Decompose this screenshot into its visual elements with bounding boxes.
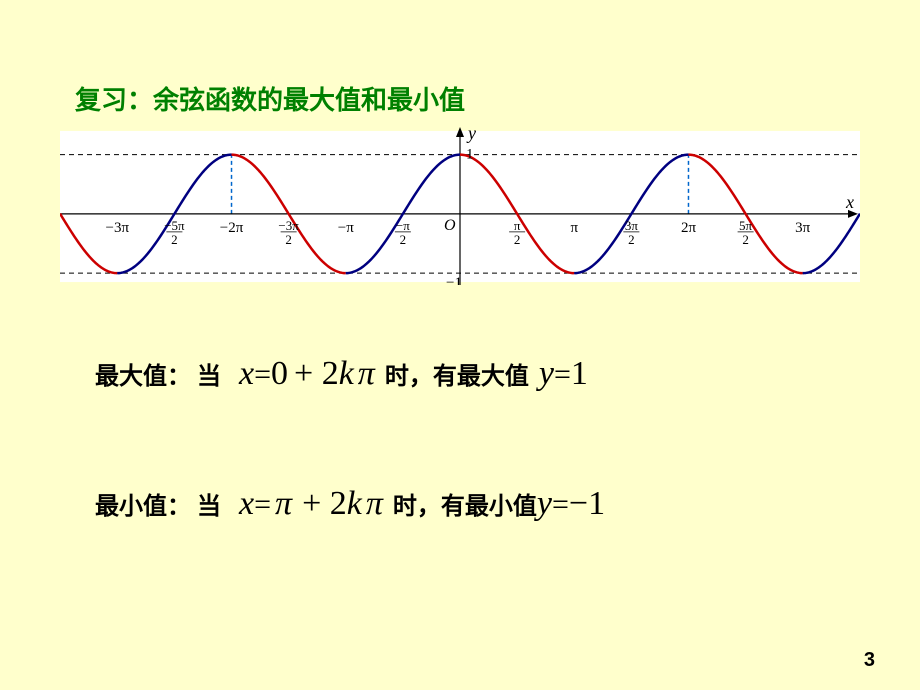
svg-text:π: π <box>570 220 578 236</box>
svg-text:−π: −π <box>396 218 410 233</box>
svg-text:−2π: −2π <box>220 220 244 236</box>
svg-text:3π: 3π <box>625 218 639 233</box>
max-prefix: 当 <box>197 356 221 391</box>
max-mid: 时，有最大值 <box>385 356 529 391</box>
svg-text:2: 2 <box>285 232 292 247</box>
max-y: y <box>539 355 554 393</box>
min-y: y <box>537 485 552 523</box>
max-k: k <box>339 355 354 393</box>
page-title: 复习：余弦函数的最大值和最小值 <box>75 80 465 117</box>
cosine-chart: yxO1−1−3π−5π2−2π−3π2−π−π2π2π3π22π5π23π <box>60 125 860 285</box>
min-label: 最小值： <box>95 486 191 521</box>
min-negone: −1 <box>569 485 605 523</box>
svg-text:π: π <box>514 218 521 233</box>
svg-text:x: x <box>845 192 854 212</box>
min-plus: + 2 <box>302 485 347 523</box>
max-value-line: 最大值： 当 x = 0 + 2 k π 时，有最大值 y = 1 <box>95 355 588 393</box>
svg-text:2: 2 <box>171 232 178 247</box>
max-x: x <box>239 355 254 393</box>
svg-text:5π: 5π <box>739 218 753 233</box>
max-label: 最大值： <box>95 356 191 391</box>
svg-text:2: 2 <box>742 232 749 247</box>
min-eq1: = <box>254 488 271 522</box>
max-eq2: = <box>554 358 571 392</box>
max-eq1: = <box>254 358 271 392</box>
min-prefix: 当 <box>197 486 221 521</box>
svg-text:−3π: −3π <box>106 220 130 236</box>
max-one: 1 <box>571 355 588 393</box>
svg-text:−π: −π <box>338 220 354 236</box>
svg-text:2: 2 <box>400 232 407 247</box>
min-eq2: = <box>552 488 569 522</box>
svg-text:−3π: −3π <box>278 218 299 233</box>
page-number: 3 <box>864 649 875 672</box>
max-zero: 0 <box>271 355 288 393</box>
max-pi: π <box>358 355 375 393</box>
min-pi-val: π <box>275 485 292 523</box>
svg-text:2: 2 <box>514 232 521 247</box>
svg-text:−5π: −5π <box>164 218 185 233</box>
svg-text:3π: 3π <box>795 220 811 236</box>
min-value-line: 最小值： 当 x = π + 2 k π 时，有最小值 y = −1 <box>95 485 605 523</box>
min-pi: π <box>366 485 383 523</box>
svg-text:1: 1 <box>466 147 474 163</box>
svg-text:−1: −1 <box>446 275 462 285</box>
svg-text:2: 2 <box>628 232 635 247</box>
min-x: x <box>239 485 254 523</box>
min-k: k <box>347 485 362 523</box>
svg-text:y: y <box>466 125 476 143</box>
svg-text:O: O <box>444 217 456 234</box>
max-plus: + 2 <box>294 355 339 393</box>
min-mid: 时，有最小值 <box>393 486 537 521</box>
svg-text:2π: 2π <box>681 220 697 236</box>
